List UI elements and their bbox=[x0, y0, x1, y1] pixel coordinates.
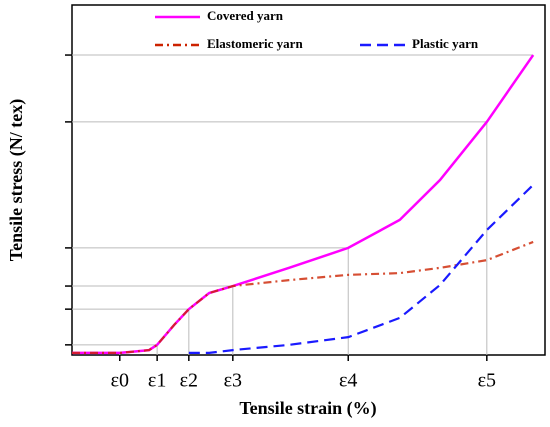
x-tick-label: ε2 bbox=[180, 370, 198, 392]
data-line bbox=[188, 184, 534, 354]
data-line bbox=[72, 54, 535, 355]
legend-label: Covered yarn bbox=[207, 8, 284, 23]
legend-label: Elastomeric yarn bbox=[207, 36, 303, 51]
plot-frame bbox=[71, 4, 546, 356]
x-axis-label: Tensile strain (%) bbox=[239, 398, 376, 419]
x-tick-label: ε1 bbox=[148, 370, 166, 392]
data-line bbox=[72, 240, 534, 354]
x-tick-label: ε3 bbox=[224, 370, 242, 392]
x-tick-label: ε0 bbox=[111, 370, 129, 392]
x-tick-label: ε4 bbox=[339, 370, 357, 392]
legend-label: Plastic yarn bbox=[412, 36, 479, 51]
x-tick-label: ε5 bbox=[478, 370, 496, 392]
y-axis-label: Tensile stress (N/ tex) bbox=[6, 99, 27, 261]
